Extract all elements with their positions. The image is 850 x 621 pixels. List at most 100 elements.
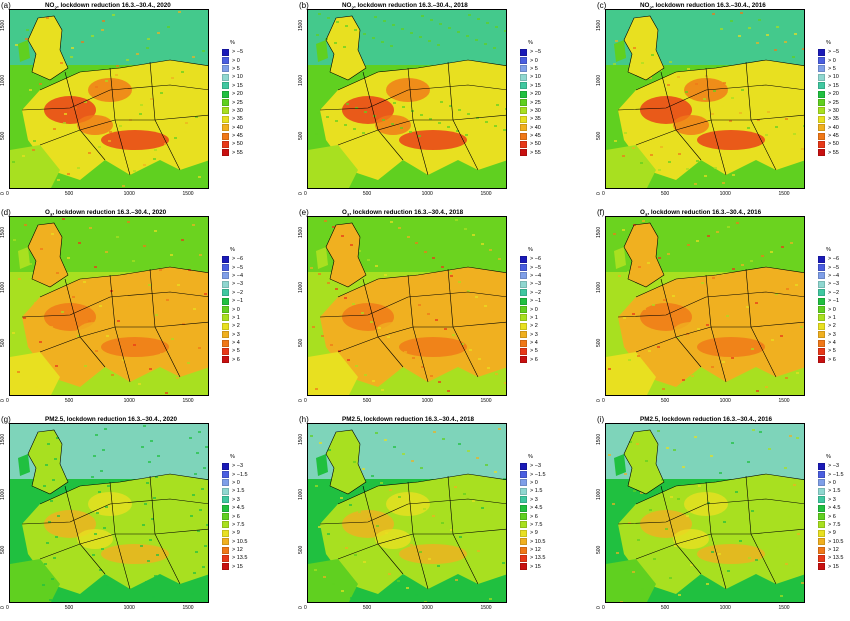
map-cell (17, 371, 20, 373)
legend-label: > −5 (530, 264, 542, 271)
map-cell (390, 45, 393, 47)
legend-label: > 55 (530, 149, 541, 156)
map-cell (614, 140, 617, 142)
map-cell (667, 253, 670, 255)
map-cell (206, 524, 208, 526)
map-cell (625, 569, 628, 571)
map-cell (190, 515, 193, 517)
map-cell (362, 132, 365, 134)
x-tick-label: 0 (602, 398, 605, 404)
legend-entry: > 50 (222, 140, 243, 148)
map-cell (50, 68, 53, 70)
y-tick-label: 500 (298, 132, 304, 141)
legend-entry: > 20 (222, 90, 243, 98)
map-cell (55, 536, 58, 538)
map-cell (136, 53, 139, 55)
map-cell (63, 122, 66, 124)
legend-swatch (222, 132, 229, 140)
map-cell (776, 546, 779, 548)
legend-entry: > 10 (520, 73, 541, 81)
legend-label: > 2 (232, 323, 240, 330)
x-tick-label: 0 (304, 191, 307, 197)
legend-entry: > 30 (222, 107, 243, 115)
legend-swatch (222, 529, 229, 537)
map-cell (649, 77, 652, 79)
x-tick-label: 500 (64, 605, 74, 611)
map-cell (658, 257, 661, 259)
map-cell (99, 305, 102, 307)
map-region-iberia (308, 352, 358, 395)
legend-label: > 3 (828, 496, 836, 503)
map-cell (71, 47, 74, 49)
x-tick-label: 1000 (719, 605, 731, 611)
map-cell (748, 557, 751, 559)
map-cell (102, 449, 105, 451)
map-cell (668, 341, 671, 343)
legend: % > −5 > 0 > 5 > 10 > 15 > 20 > 25 > 30 > 35 > 40 >… (818, 40, 839, 157)
legend-entry: > 6 (818, 512, 844, 521)
map-cell (748, 27, 751, 29)
map-cell (372, 37, 375, 39)
map-cell (642, 220, 645, 222)
map-cell (170, 254, 173, 256)
map-cell (780, 335, 783, 337)
map-cell (99, 569, 102, 571)
map-cell (338, 350, 341, 352)
map-cell (364, 374, 367, 376)
map-cell (485, 121, 488, 123)
legend-label: > 10.5 (232, 538, 248, 545)
legend-entry: > 0 (818, 56, 839, 65)
map-cell (420, 114, 423, 116)
map-cell (751, 348, 754, 350)
legend-unit: % (230, 454, 235, 460)
map-cell (358, 250, 361, 252)
map-cell (45, 464, 48, 466)
map-hotspot (399, 130, 467, 150)
map-hotspot (342, 96, 394, 124)
map-region-ireland (18, 454, 30, 476)
map-cell (310, 267, 313, 269)
map-cell (144, 329, 147, 331)
legend-swatch (818, 462, 825, 470)
map-cell (402, 453, 405, 455)
legend-swatch (520, 65, 527, 73)
legend-label: > 25 (232, 99, 243, 106)
map-hotspot (640, 303, 692, 331)
map-cell (53, 128, 56, 130)
map-cell (694, 436, 697, 438)
map-area (605, 9, 805, 189)
map-hotspot (697, 337, 765, 357)
country-border (635, 321, 804, 353)
map-cell (54, 458, 57, 460)
map-cell (171, 77, 174, 79)
map-cell (64, 113, 67, 115)
map-cell (637, 539, 640, 541)
map-cell (793, 133, 796, 135)
legend-swatch (520, 255, 527, 263)
map-cell (184, 131, 187, 133)
map-cell (450, 529, 453, 531)
y-tick-label: 1000 (298, 74, 304, 86)
map-cell (97, 590, 100, 592)
legend-swatch (520, 513, 527, 521)
map-cell (788, 516, 791, 518)
legend-entry: > 3 (520, 331, 541, 339)
map-cell (205, 110, 208, 112)
map-cell (318, 526, 321, 528)
map-cell (632, 147, 635, 149)
legend-label: > 13.5 (828, 555, 844, 562)
map-cell (332, 226, 335, 228)
map-cell (764, 576, 767, 578)
map-cell (608, 454, 611, 456)
x-tick-label: 1500 (182, 191, 194, 197)
legend-entry: > 40 (222, 124, 243, 132)
legend-entry: > 7.5 (818, 521, 844, 529)
country-border (337, 114, 506, 146)
map-cell (732, 174, 735, 176)
map-cell (670, 496, 673, 498)
legend-entry: > 9 (222, 529, 248, 537)
map-cell (149, 539, 152, 541)
map-area (605, 216, 805, 396)
map-cell (127, 221, 130, 223)
map-cell (204, 545, 207, 547)
